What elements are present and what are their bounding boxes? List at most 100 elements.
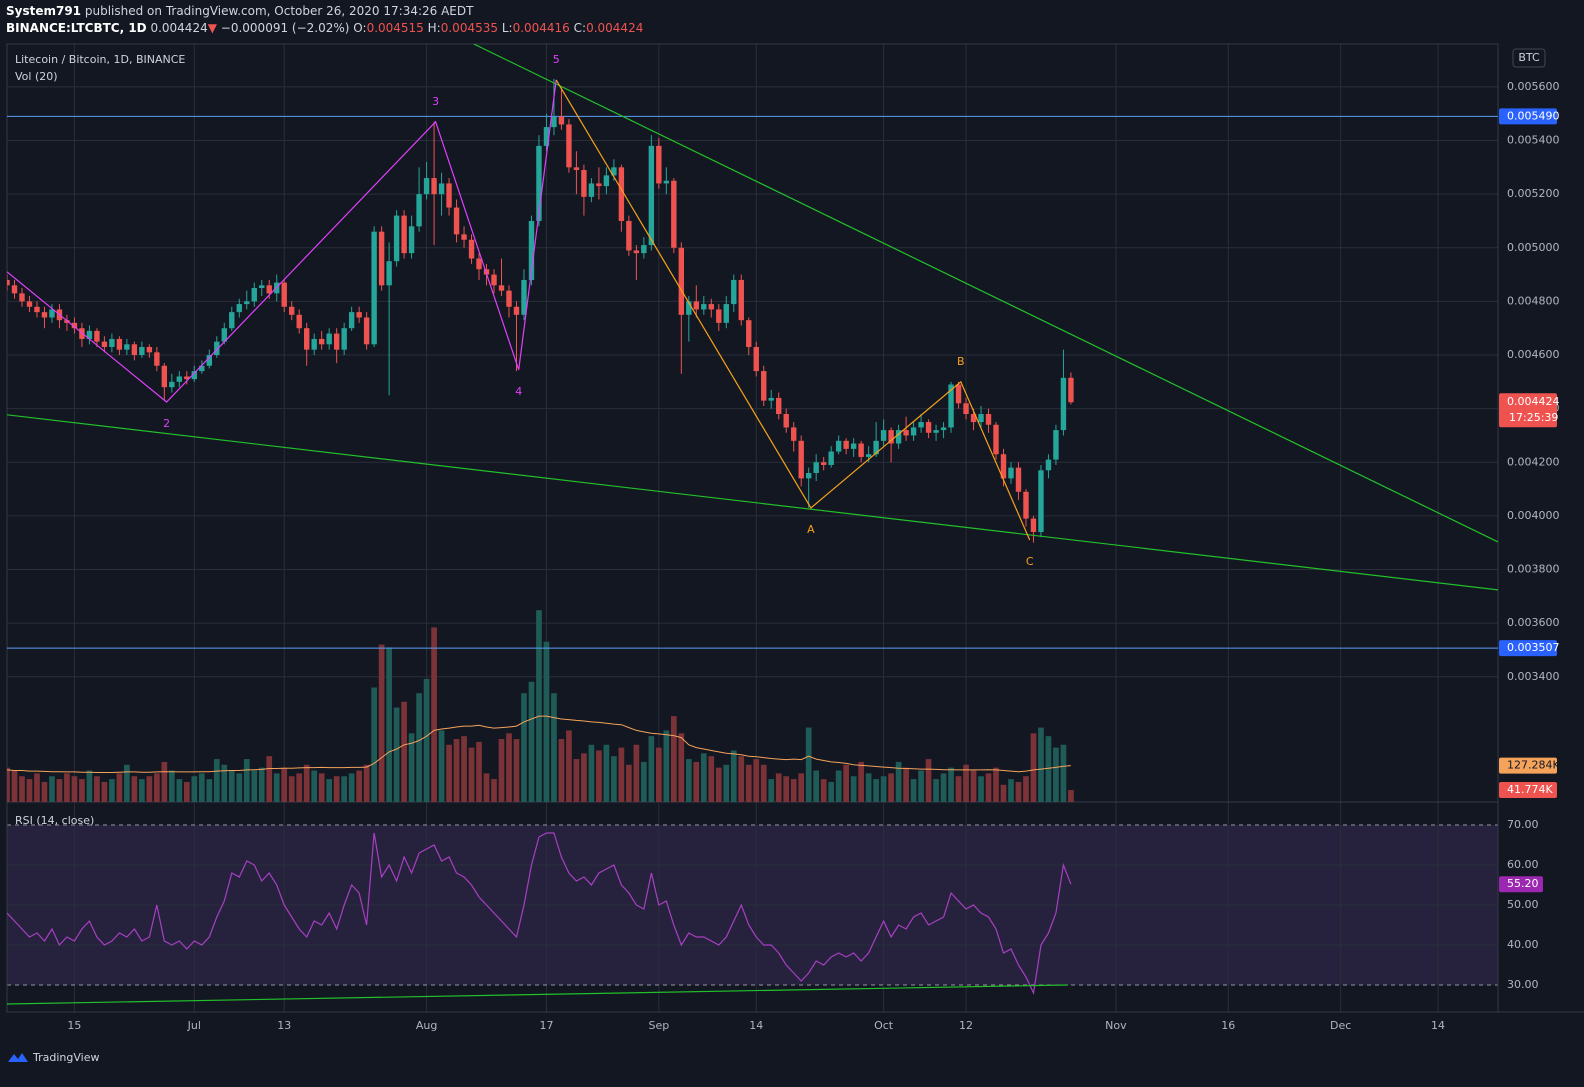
volume-bar bbox=[146, 776, 153, 802]
volume-bar bbox=[558, 739, 565, 802]
volume-bar bbox=[955, 776, 962, 802]
volume-bar bbox=[850, 776, 857, 802]
candle-body bbox=[506, 290, 512, 307]
ohlc-value: 0.004515 bbox=[366, 21, 424, 35]
candle-body bbox=[776, 397, 782, 415]
volume-bar bbox=[236, 773, 243, 802]
candle-body bbox=[1000, 454, 1007, 479]
volume-bar bbox=[985, 773, 992, 802]
candle-body bbox=[596, 183, 602, 187]
volume-bar bbox=[760, 764, 767, 802]
volume-bar bbox=[431, 627, 437, 802]
rsi-tick-label: 60.00 bbox=[1507, 858, 1539, 871]
y-tick-label: 0.004000 bbox=[1507, 509, 1560, 522]
volume-bar bbox=[498, 739, 505, 802]
volume-bar bbox=[86, 770, 93, 802]
candle-body bbox=[895, 430, 902, 444]
volume-bar bbox=[700, 753, 707, 802]
candle-body bbox=[813, 462, 819, 474]
candle-body bbox=[169, 381, 175, 388]
candle-body bbox=[880, 430, 887, 441]
candle-body bbox=[626, 220, 632, 251]
volume-bar bbox=[858, 761, 864, 802]
candle-body bbox=[259, 285, 265, 288]
volume-title: Vol (20) bbox=[15, 70, 58, 83]
volume-tag-label: 127.284K bbox=[1507, 759, 1560, 772]
candle-body bbox=[558, 116, 565, 125]
volume-bar bbox=[1030, 733, 1037, 802]
candle-body bbox=[970, 414, 977, 423]
y-tick-label: 0.005000 bbox=[1507, 241, 1560, 254]
volume-bar bbox=[273, 773, 280, 802]
volume-bar bbox=[910, 779, 917, 802]
volume-bar bbox=[281, 767, 288, 802]
trendline bbox=[473, 44, 1498, 543]
volume-bar bbox=[363, 764, 370, 802]
candle-body bbox=[1023, 491, 1029, 519]
volume-bar bbox=[371, 687, 377, 802]
candle-body bbox=[221, 328, 227, 342]
candle-body bbox=[363, 317, 370, 345]
price-tag bbox=[1499, 393, 1557, 428]
candle-body bbox=[573, 167, 580, 171]
volume-bar bbox=[588, 744, 595, 802]
candle-body bbox=[603, 175, 610, 187]
candle-body bbox=[139, 346, 145, 356]
candle-body bbox=[753, 346, 759, 372]
candle-body bbox=[648, 145, 655, 246]
volume-bar bbox=[318, 773, 325, 802]
candle-body bbox=[176, 376, 183, 382]
y-tick-label: 0.004600 bbox=[1507, 348, 1560, 361]
volume-bar bbox=[603, 744, 610, 802]
volume-bar bbox=[1015, 781, 1022, 802]
volume-bar bbox=[176, 779, 183, 802]
volume-tag bbox=[1499, 782, 1557, 799]
volume-bar bbox=[56, 779, 63, 802]
brand: TradingView bbox=[32, 1051, 99, 1064]
ohlc-value: 0.004535 bbox=[440, 21, 498, 35]
candle-body bbox=[925, 422, 932, 433]
volume-bar bbox=[483, 773, 490, 802]
volume-bar bbox=[655, 747, 662, 802]
volume-bar bbox=[948, 767, 954, 802]
candle-body bbox=[86, 330, 93, 339]
rsi-trendline bbox=[7, 984, 1068, 1005]
candle-body bbox=[1015, 467, 1022, 492]
volume-bar bbox=[476, 741, 482, 802]
candle-body bbox=[251, 287, 257, 302]
volume-bar bbox=[228, 770, 235, 802]
candle-body bbox=[266, 285, 272, 294]
rsi-line bbox=[7, 832, 1072, 996]
volume-bar bbox=[798, 773, 805, 802]
candle-body bbox=[835, 440, 842, 452]
volume-bar bbox=[1023, 776, 1029, 802]
volume-bar bbox=[626, 764, 632, 802]
candle-body bbox=[498, 285, 505, 291]
candle-body bbox=[154, 352, 160, 366]
volume-bar bbox=[618, 747, 625, 802]
volume-bar bbox=[356, 770, 362, 802]
volume-bar bbox=[401, 701, 407, 802]
candle-body bbox=[888, 430, 894, 444]
candle-body bbox=[1045, 459, 1052, 471]
candle-body bbox=[521, 279, 527, 315]
x-tick-label: Aug bbox=[416, 1019, 437, 1032]
volume-bar bbox=[775, 773, 782, 802]
volume-bar bbox=[206, 779, 213, 802]
ohlc-value: 0.004424 bbox=[586, 21, 644, 35]
volume-bar bbox=[783, 776, 790, 802]
volume-bar bbox=[715, 767, 722, 802]
published: published on TradingView.com, October 26… bbox=[84, 4, 474, 18]
wave-line bbox=[7, 79, 557, 403]
candle-body bbox=[746, 320, 752, 347]
candle-body bbox=[146, 346, 153, 353]
volume-bar bbox=[326, 779, 333, 802]
volume-bar bbox=[79, 779, 85, 802]
volume-bar bbox=[648, 736, 655, 802]
volume-bar bbox=[978, 776, 984, 802]
volume-bar bbox=[191, 776, 198, 802]
price-tag-label: 0.004424 bbox=[1507, 395, 1560, 408]
volume-bar bbox=[873, 779, 879, 802]
ohlc-value: 0.004416 bbox=[512, 21, 570, 35]
